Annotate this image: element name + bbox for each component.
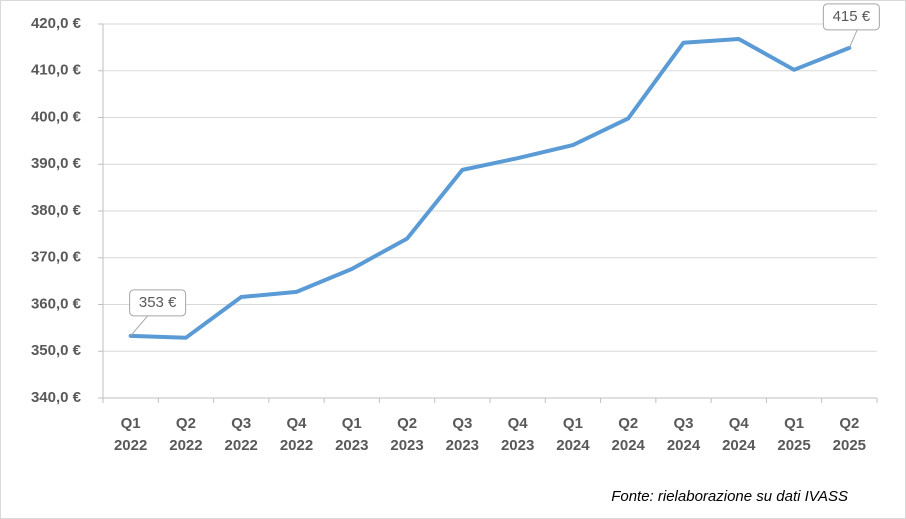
x-tick-label: Q4 <box>729 415 750 432</box>
x-tick-label: 2023 <box>446 437 479 454</box>
x-tick-label: Q3 <box>452 415 472 432</box>
y-tick-label: 410,0 € <box>31 62 82 79</box>
y-tick-label: 360,0 € <box>31 295 82 312</box>
x-tick-label: 2023 <box>501 437 534 454</box>
x-tick-label: Q1 <box>563 415 583 432</box>
x-tick-label: 2022 <box>114 437 147 454</box>
x-tick-label: 2025 <box>777 437 810 454</box>
callout-box <box>822 3 880 31</box>
x-tick-label: 2025 <box>833 437 866 454</box>
x-tick-label: Q2 <box>618 415 638 432</box>
x-tick-label: 2024 <box>556 437 590 454</box>
callout-box <box>129 289 187 317</box>
y-tick-label: 370,0 € <box>31 249 82 266</box>
value-label: 415 € <box>833 8 871 25</box>
source-note: Fonte: rielaborazione su dati IVASS <box>611 488 848 505</box>
y-tick-label: 400,0 € <box>31 108 82 125</box>
x-tick-label: 2024 <box>667 437 701 454</box>
x-tick-label: Q4 <box>286 415 307 432</box>
x-tick-label: Q2 <box>176 415 196 432</box>
x-tick-label: Q2 <box>839 415 859 432</box>
x-tick-label: Q1 <box>121 415 141 432</box>
y-tick-label: 380,0 € <box>31 202 82 219</box>
x-tick-label: Q3 <box>673 415 693 432</box>
value-label: 353 € <box>139 294 177 311</box>
x-tick-label: 2024 <box>612 437 646 454</box>
x-tick-label: 2023 <box>335 437 368 454</box>
x-tick-label: Q1 <box>784 415 804 432</box>
x-tick-label: Q2 <box>397 415 417 432</box>
x-tick-label: 2022 <box>280 437 313 454</box>
x-tick-label: Q4 <box>508 415 529 432</box>
data-line <box>128 36 852 340</box>
x-tick-label: 2024 <box>722 437 756 454</box>
y-tick-label: 340,0 € <box>31 389 82 406</box>
x-tick-label: Q1 <box>342 415 362 432</box>
x-tick-label: Q3 <box>231 415 251 432</box>
y-tick-label: 420,0 € <box>31 15 82 32</box>
x-tick-label: 2022 <box>169 437 202 454</box>
y-tick-label: 390,0 € <box>31 155 82 172</box>
y-tick-label: 350,0 € <box>31 342 82 359</box>
x-tick-label: 2022 <box>225 437 258 454</box>
x-tick-label: 2023 <box>390 437 423 454</box>
